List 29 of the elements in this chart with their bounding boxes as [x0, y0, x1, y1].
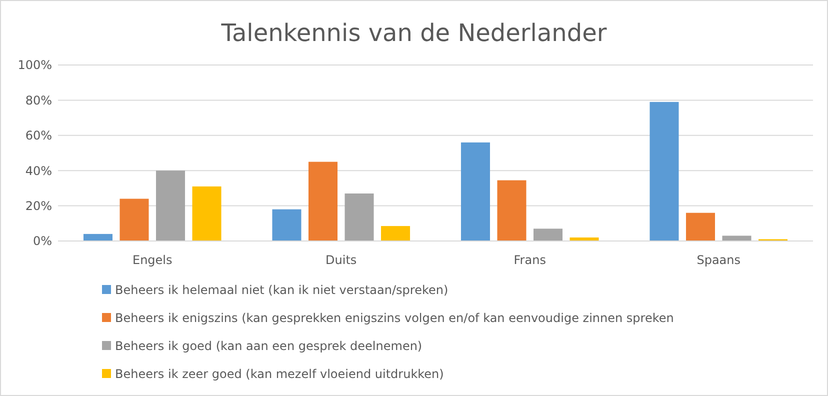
- bar: [686, 212, 715, 241]
- bar: [272, 209, 302, 241]
- x-tick-label: Frans: [514, 253, 546, 267]
- bar: [497, 180, 526, 241]
- y-tick-label: 100%: [18, 58, 52, 72]
- legend-label: Beheers ik enigszins (kan gesprekken enigszins volgen en/of kan eenvoudige zinnen spreken: [115, 311, 674, 325]
- bar: [156, 170, 186, 241]
- bar: [534, 228, 563, 241]
- legend-label: Beheers ik helemaal niet (kan ik niet verstaan/spreken): [115, 283, 448, 297]
- bar: [344, 193, 374, 241]
- bar: [308, 162, 338, 241]
- bar: [460, 142, 490, 241]
- bar: [83, 234, 112, 241]
- legend-label: Beheers ik zeer goed (kan mezelf vloeiend uitdrukken): [115, 367, 444, 381]
- y-tick-label: 80%: [25, 93, 52, 108]
- chart-title: Talenkennis van de Nederlander: [220, 19, 607, 47]
- bar: [192, 186, 222, 241]
- x-tick-label: Duits: [326, 253, 357, 267]
- y-tick-label: 20%: [25, 199, 52, 213]
- bar: [120, 198, 149, 241]
- y-tick-label: 40%: [25, 164, 52, 178]
- legend-label: Beheers ik goed (kan aan een gesprek deelnemen): [115, 339, 422, 353]
- y-tick-label: 60%: [25, 128, 52, 143]
- bar: [650, 102, 679, 241]
- y-tick-label: 0%: [32, 234, 52, 248]
- x-tick-label: Engels: [132, 253, 172, 267]
- x-tick-label: Spaans: [696, 253, 741, 267]
- bar: [381, 226, 410, 241]
- bar: [722, 236, 752, 241]
